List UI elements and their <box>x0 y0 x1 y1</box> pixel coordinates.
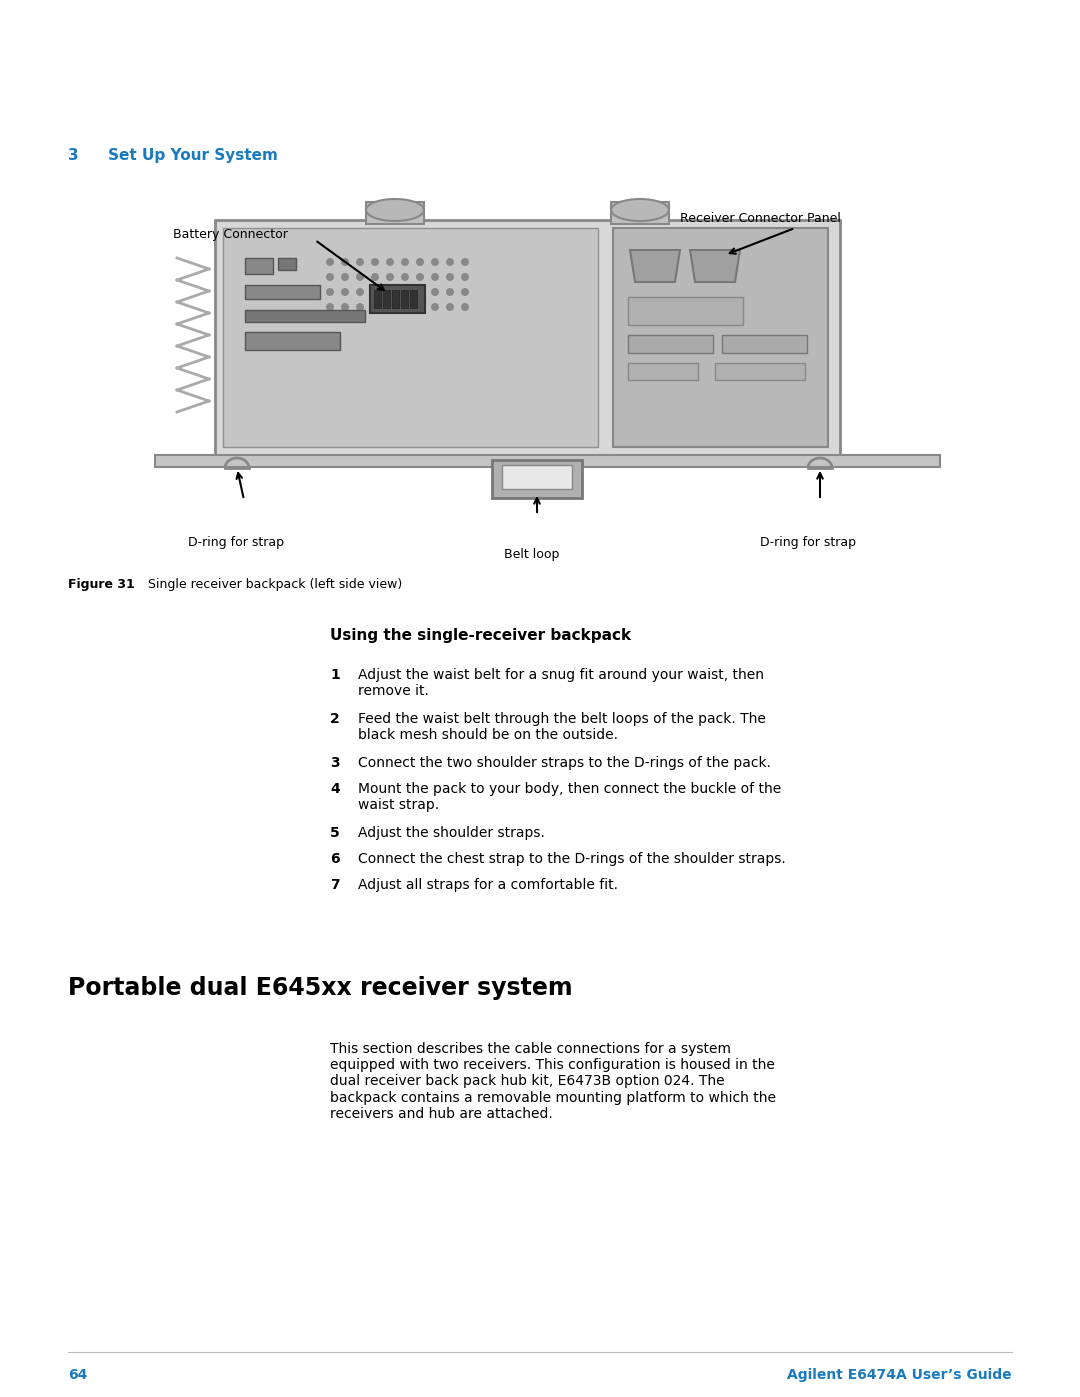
Circle shape <box>461 258 469 265</box>
Bar <box>401 291 408 307</box>
Bar <box>374 291 381 307</box>
Circle shape <box>401 258 409 265</box>
Ellipse shape <box>611 198 669 221</box>
Text: Agilent E6474A User’s Guide: Agilent E6474A User’s Guide <box>787 1368 1012 1382</box>
Circle shape <box>431 258 438 265</box>
Bar <box>715 363 805 380</box>
Bar <box>613 228 828 447</box>
Ellipse shape <box>366 198 424 221</box>
Bar <box>215 219 840 455</box>
Text: Connect the two shoulder straps to the D-rings of the pack.: Connect the two shoulder straps to the D… <box>357 756 771 770</box>
Bar <box>222 228 598 447</box>
Bar <box>392 291 399 307</box>
Text: 6: 6 <box>330 852 339 866</box>
Text: 7: 7 <box>330 877 339 893</box>
Text: Using the single-receiver backpack: Using the single-receiver backpack <box>330 629 631 643</box>
Circle shape <box>386 258 394 265</box>
Bar <box>723 335 807 353</box>
Text: Feed the waist belt through the belt loops of the pack. The
black mesh should be: Feed the waist belt through the belt loo… <box>357 712 766 742</box>
Circle shape <box>431 303 438 312</box>
Circle shape <box>446 288 454 296</box>
Text: D-ring for strap: D-ring for strap <box>188 536 284 549</box>
Text: 3: 3 <box>330 756 339 770</box>
Text: 3: 3 <box>68 148 79 163</box>
Bar <box>370 285 426 313</box>
Circle shape <box>326 258 334 265</box>
Circle shape <box>431 288 438 296</box>
Circle shape <box>372 303 379 312</box>
Circle shape <box>401 303 409 312</box>
Circle shape <box>372 288 379 296</box>
Circle shape <box>386 303 394 312</box>
Circle shape <box>431 272 438 281</box>
Bar <box>156 455 940 467</box>
Circle shape <box>326 288 334 296</box>
Circle shape <box>461 303 469 312</box>
Text: 2: 2 <box>330 712 340 726</box>
Circle shape <box>372 258 379 265</box>
Circle shape <box>461 288 469 296</box>
Bar <box>492 460 582 497</box>
Circle shape <box>446 258 454 265</box>
Circle shape <box>386 288 394 296</box>
Bar <box>245 310 365 321</box>
Text: Set Up Your System: Set Up Your System <box>108 148 278 163</box>
Circle shape <box>326 272 334 281</box>
Text: 1: 1 <box>330 668 340 682</box>
Circle shape <box>356 303 364 312</box>
Text: This section describes the cable connections for a system
equipped with two rece: This section describes the cable connect… <box>330 1042 777 1120</box>
Text: Adjust all straps for a comfortable fit.: Adjust all straps for a comfortable fit. <box>357 877 618 893</box>
Circle shape <box>341 303 349 312</box>
Circle shape <box>356 272 364 281</box>
Circle shape <box>326 303 334 312</box>
Bar <box>245 258 273 274</box>
Circle shape <box>341 288 349 296</box>
Text: Portable dual E645xx receiver system: Portable dual E645xx receiver system <box>68 977 572 1000</box>
Circle shape <box>386 272 394 281</box>
Polygon shape <box>630 250 680 282</box>
Text: Connect the chest strap to the D-rings of the shoulder straps.: Connect the chest strap to the D-rings o… <box>357 852 786 866</box>
Circle shape <box>416 288 424 296</box>
Bar <box>383 291 390 307</box>
Bar <box>278 258 296 270</box>
Text: Adjust the waist belt for a snug fit around your waist, then
remove it.: Adjust the waist belt for a snug fit aro… <box>357 668 764 698</box>
Bar <box>627 298 743 326</box>
Text: Single receiver backpack (left side view): Single receiver backpack (left side view… <box>148 578 402 591</box>
Text: Adjust the shoulder straps.: Adjust the shoulder straps. <box>357 826 545 840</box>
Circle shape <box>446 303 454 312</box>
Text: Belt loop: Belt loop <box>504 548 559 562</box>
Text: 64: 64 <box>68 1368 87 1382</box>
Circle shape <box>341 258 349 265</box>
Bar <box>245 285 320 299</box>
Bar <box>366 203 424 224</box>
Bar <box>627 335 713 353</box>
Text: 5: 5 <box>330 826 340 840</box>
Bar <box>611 203 669 224</box>
Circle shape <box>416 303 424 312</box>
Text: Figure 31: Figure 31 <box>68 578 135 591</box>
Text: D-ring for strap: D-ring for strap <box>760 536 856 549</box>
Circle shape <box>372 272 379 281</box>
Polygon shape <box>690 250 740 282</box>
Text: Mount the pack to your body, then connect the buckle of the
waist strap.: Mount the pack to your body, then connec… <box>357 782 781 812</box>
Bar <box>627 363 698 380</box>
Circle shape <box>416 258 424 265</box>
Bar <box>245 332 340 351</box>
Circle shape <box>401 272 409 281</box>
Text: Battery Connector: Battery Connector <box>173 228 288 242</box>
Circle shape <box>341 272 349 281</box>
Bar <box>410 291 417 307</box>
Circle shape <box>461 272 469 281</box>
Circle shape <box>446 272 454 281</box>
Circle shape <box>356 288 364 296</box>
Text: 4: 4 <box>330 782 340 796</box>
Circle shape <box>416 272 424 281</box>
Bar <box>502 465 572 489</box>
Circle shape <box>356 258 364 265</box>
Circle shape <box>401 288 409 296</box>
Text: Receiver Connector Panel: Receiver Connector Panel <box>680 212 841 225</box>
